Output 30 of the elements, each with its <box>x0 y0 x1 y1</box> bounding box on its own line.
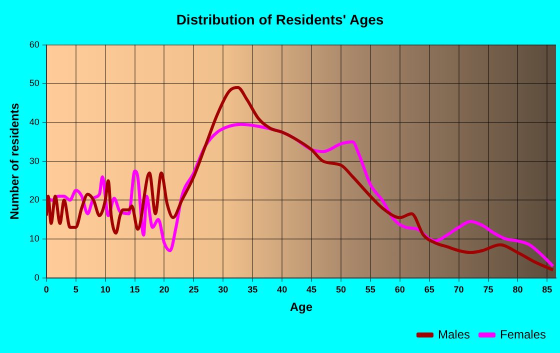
y-tick-label: 50 <box>29 78 40 88</box>
y-tick-label: 10 <box>29 233 40 244</box>
chart-title: Distribution of Residents' Ages <box>176 11 384 28</box>
x-tick-label: 65 <box>424 284 434 295</box>
x-tick-label: 5 <box>73 284 78 295</box>
x-axis-title: Age <box>290 300 313 314</box>
x-tick-label: 50 <box>336 284 346 295</box>
legend-label: Males <box>438 327 470 342</box>
x-tick-label: 80 <box>512 284 523 295</box>
y-tick-label: 20 <box>29 194 40 205</box>
x-tick-label: 85 <box>542 284 552 295</box>
x-tick-label: 35 <box>248 284 258 295</box>
x-tick-label: 75 <box>483 284 494 295</box>
x-tick-label: 60 <box>394 284 405 295</box>
x-tick-label: 70 <box>454 284 464 295</box>
x-tick-label: 10 <box>100 284 110 295</box>
x-tick-label: 0 <box>44 284 49 295</box>
legend-label: Females <box>500 327 546 342</box>
x-tick-label: 20 <box>159 284 170 295</box>
x-tick-label: 25 <box>188 284 199 295</box>
x-tick-label: 15 <box>130 284 140 295</box>
x-tick-label: 55 <box>365 284 376 295</box>
y-tick-label: 60 <box>29 39 40 50</box>
y-tick-label: 0 <box>34 272 40 282</box>
x-tick-label: 30 <box>218 284 228 295</box>
x-tick-label: 40 <box>277 284 288 295</box>
x-tick-label: 45 <box>306 284 317 295</box>
y-axis-title: Number of residents <box>8 102 22 220</box>
y-tick-label: 40 <box>29 116 40 127</box>
y-tick-label: 30 <box>29 156 40 166</box>
